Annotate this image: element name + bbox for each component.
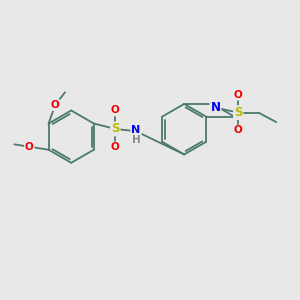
Text: H: H bbox=[132, 135, 140, 145]
Text: O: O bbox=[111, 106, 120, 116]
Text: O: O bbox=[111, 142, 120, 152]
Text: S: S bbox=[111, 122, 119, 135]
Text: O: O bbox=[25, 142, 34, 152]
Text: N: N bbox=[210, 101, 220, 114]
Text: O: O bbox=[234, 125, 243, 136]
Text: S: S bbox=[234, 106, 242, 119]
Text: O: O bbox=[51, 100, 59, 110]
Text: N: N bbox=[131, 125, 141, 135]
Text: O: O bbox=[234, 90, 243, 100]
